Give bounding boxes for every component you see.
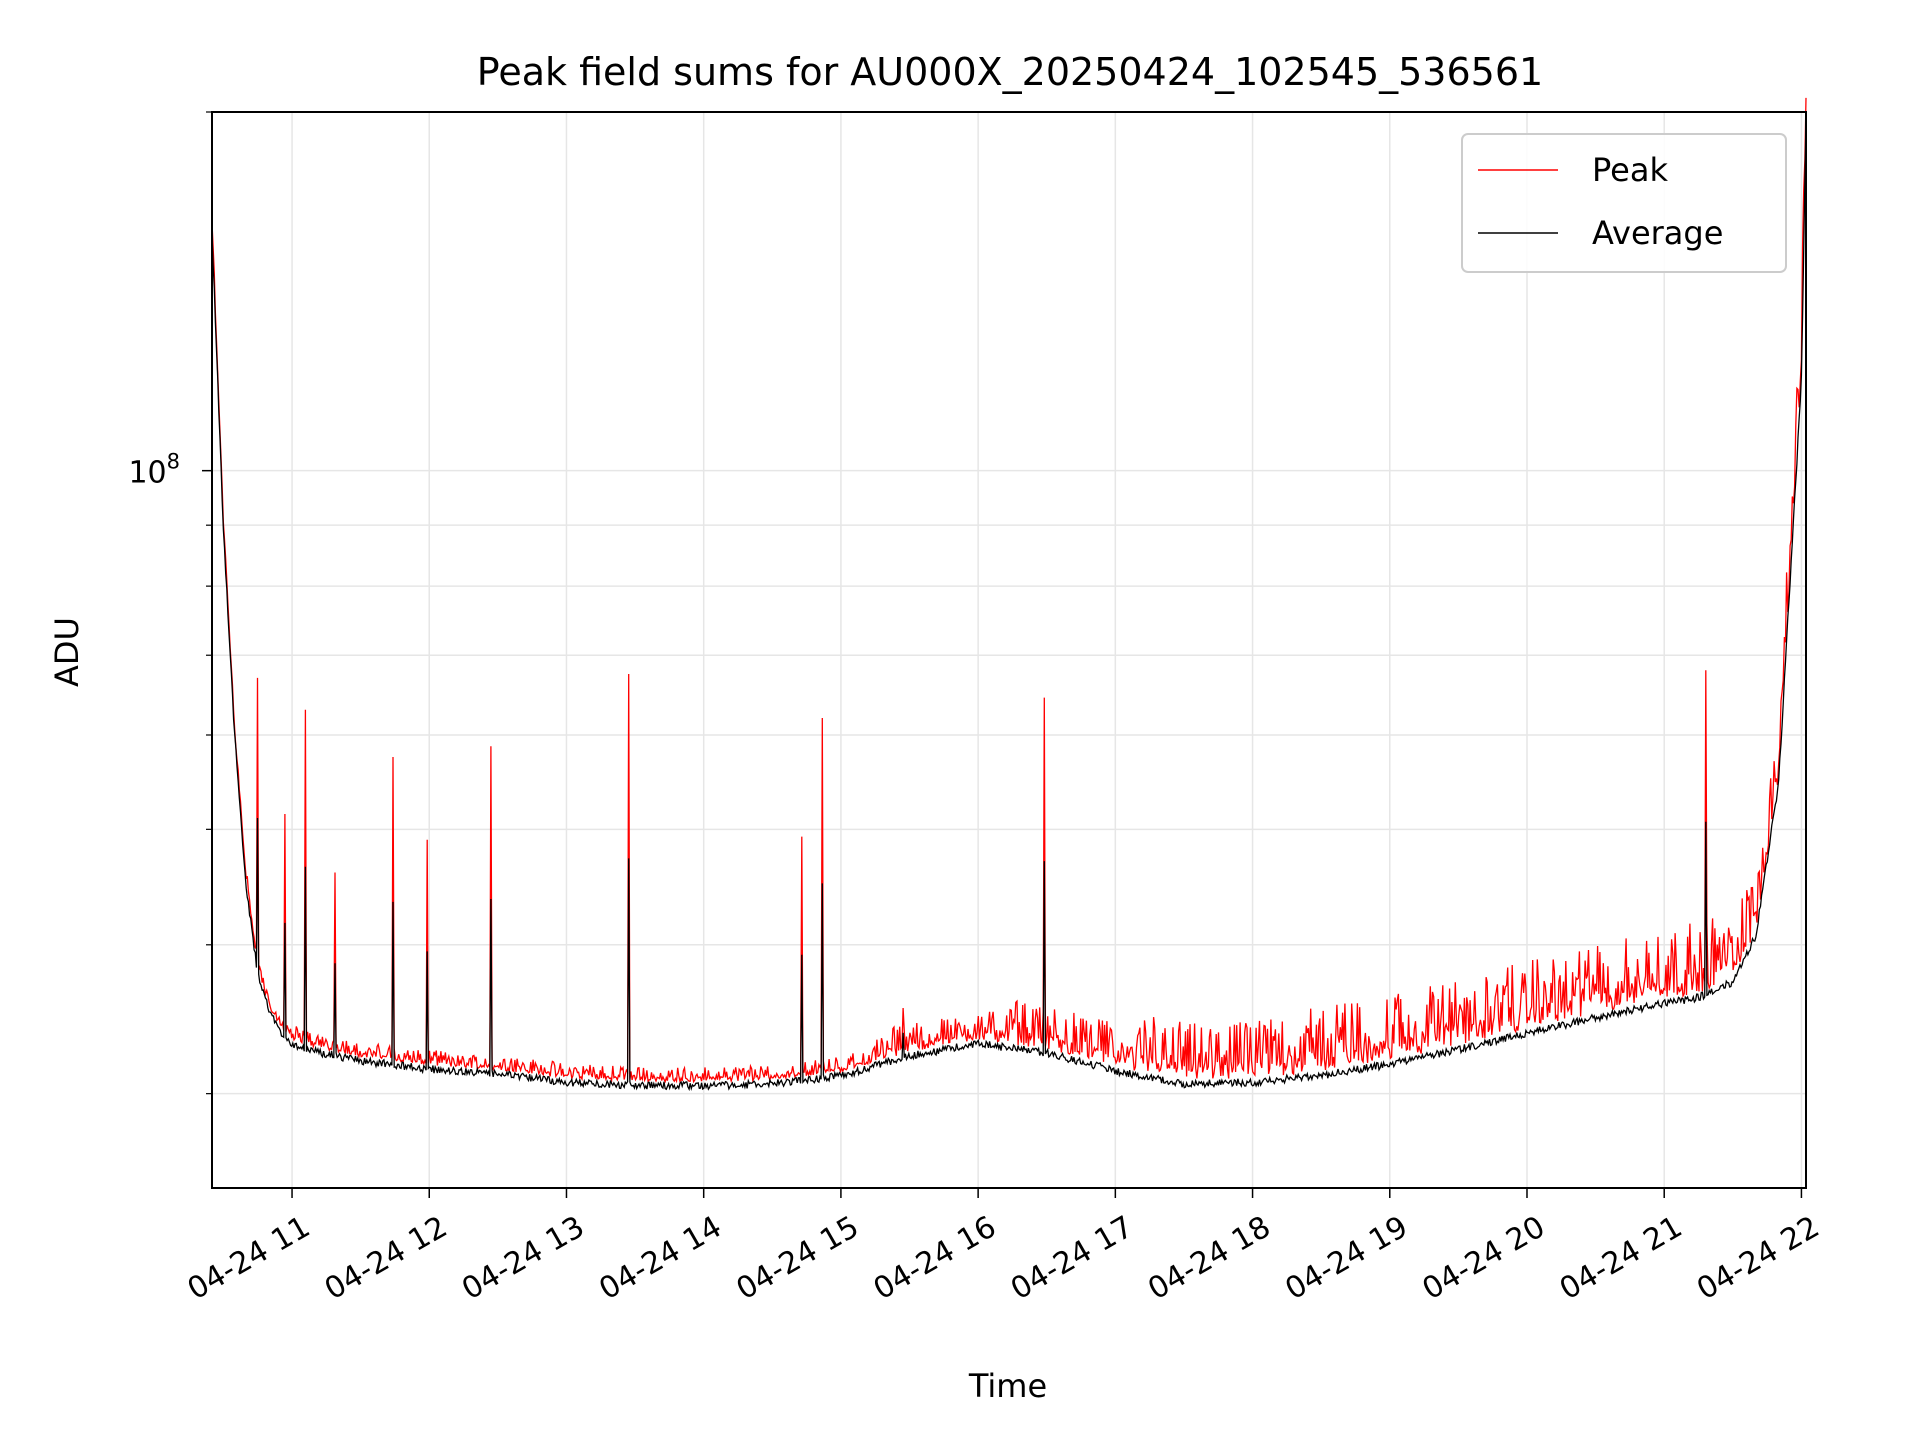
plot-frame	[211, 111, 1807, 1189]
y-tick-exponent: 8	[167, 450, 180, 474]
x-tick-label: 04-24 20	[1417, 1209, 1551, 1307]
x-tick-label: 04-24 15	[731, 1209, 865, 1307]
x-axis: 04-24 11 04-24 12 04-24 13 04-24 14 04-24 15…	[182, 1188, 1825, 1307]
y-tick-base: 10	[128, 456, 166, 491]
y-axis: 108	[128, 111, 212, 1095]
legend-average-label: Average	[1592, 214, 1723, 252]
x-tick-label: 04-24 16	[868, 1209, 1002, 1307]
legend-box	[1461, 133, 1787, 273]
x-tick-label: 04-24 11	[182, 1209, 316, 1307]
grid	[212, 111, 1806, 1188]
x-tick-label: 04-24 22	[1691, 1209, 1825, 1307]
y-axis-label: ADU	[48, 617, 86, 687]
x-axis-label: Time	[968, 1367, 1047, 1405]
x-tick-label: 04-24 18	[1142, 1209, 1276, 1307]
legend-peak-label: Peak	[1592, 151, 1668, 189]
x-tick-label: 04-24 17	[1005, 1209, 1139, 1307]
x-tick-label: 04-24 12	[319, 1209, 453, 1307]
y-tick-label: 108	[128, 450, 180, 491]
x-tick-label: 04-24 13	[456, 1209, 590, 1307]
x-tick-label: 04-24 14	[593, 1209, 727, 1307]
legend: Peak Average	[1461, 133, 1787, 273]
plot-area	[211, 97, 1807, 1092]
average-series-line	[211, 118, 1807, 1092]
x-tick-label: 04-24 21	[1554, 1209, 1688, 1307]
chart-title: Peak field sums for AU000X_20250424_1025…	[477, 50, 1543, 94]
x-tick-label: 04-24 19	[1279, 1209, 1413, 1307]
